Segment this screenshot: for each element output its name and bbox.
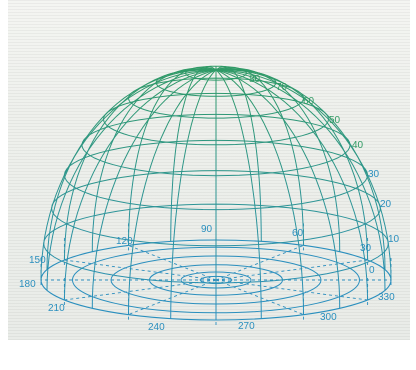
meridian: [215, 69, 262, 319]
meridian: [63, 69, 217, 301]
elevation-label: 40: [352, 140, 364, 151]
meridian: [215, 69, 392, 281]
azimuth-label: 210: [48, 303, 65, 314]
elevation-label: 70: [276, 82, 288, 93]
meridian: [215, 69, 341, 309]
floor-spoke: [215, 259, 368, 281]
meridian: [63, 68, 217, 261]
azimuth-label: 0: [369, 265, 375, 276]
meridian: [40, 69, 217, 281]
meridian: [170, 69, 217, 319]
meridian: [215, 69, 386, 291]
dome-grid: [40, 65, 392, 320]
azimuth-label: 300: [320, 312, 337, 323]
azimuth-label: 240: [148, 322, 165, 333]
meridian: [215, 69, 369, 301]
meridian: [215, 66, 304, 246]
elevation-label: 80: [249, 74, 261, 85]
azimuth-label: 30: [360, 243, 372, 254]
axis-labels: 90 60 120 30 150 0 180 330 210 300 240 270 80 70 60 50 4…: [19, 74, 400, 333]
floor-spoke: [215, 244, 304, 281]
floor-spoke: [215, 279, 368, 301]
floor-spoke: [128, 244, 217, 281]
meridian: [215, 65, 262, 242]
elevation-label: 50: [329, 115, 341, 126]
meridian: [91, 69, 217, 309]
elevation-label: 10: [388, 234, 400, 245]
azimuth-label: 150: [29, 255, 46, 266]
azimuth-label: 330: [378, 292, 395, 303]
meridian: [91, 67, 217, 252]
meridian: [215, 69, 386, 270]
floor-spoke: [64, 279, 217, 301]
meridian: [215, 69, 304, 315]
azimuth-label: 90: [201, 224, 213, 235]
azimuth-label: 270: [238, 321, 255, 332]
meridian: [128, 69, 217, 315]
floor-spoke: [128, 279, 217, 316]
meridian: [46, 69, 217, 291]
elevation-label: 60: [303, 96, 315, 107]
azimuth-label: 180: [19, 279, 36, 290]
meridian: [215, 67, 341, 252]
elevation-label: 20: [380, 199, 392, 210]
azimuth-label: 60: [292, 228, 304, 239]
floor-spoke: [215, 279, 304, 316]
floor-spoke: [64, 259, 217, 281]
elevation-label: 30: [368, 169, 380, 180]
meridian: [46, 69, 217, 270]
azimuth-label: 120: [116, 236, 133, 247]
